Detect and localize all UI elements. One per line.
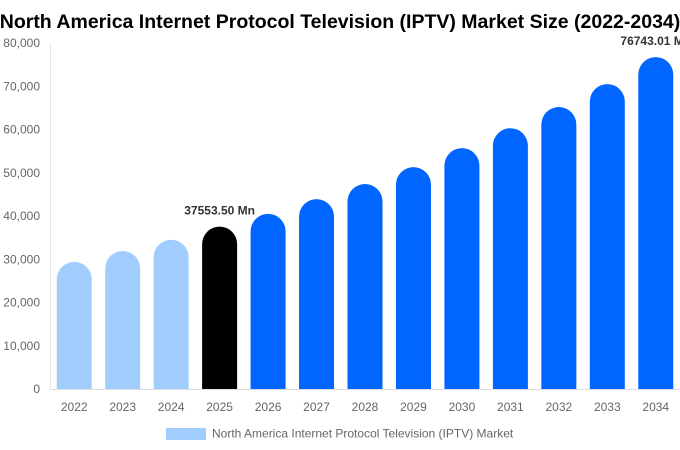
x-tick-label: 2034 (642, 400, 669, 414)
x-tick-label: 2029 (400, 400, 427, 414)
x-tick-label: 2027 (303, 400, 330, 414)
legend[interactable]: North America Internet Protocol Televisi… (166, 427, 514, 441)
y-tick-label: 50,000 (3, 166, 40, 180)
y-tick-label: 20,000 (3, 296, 40, 310)
y-tick-label: 40,000 (3, 209, 40, 223)
legend-swatch (166, 428, 206, 440)
x-tick-label: 2025 (206, 400, 233, 414)
bar-2024[interactable] (153, 239, 189, 389)
bar-2034[interactable] (638, 57, 674, 389)
y-tick-label: 30,000 (3, 252, 40, 266)
x-tick-label: 2024 (158, 400, 185, 414)
bar-2031[interactable] (492, 128, 528, 389)
y-tick-label: 80,000 (3, 36, 40, 50)
x-tick-label: 2031 (497, 400, 524, 414)
bar-2022[interactable] (56, 261, 92, 389)
bar-2023[interactable] (105, 251, 141, 389)
y-tick-label: 70,000 (3, 79, 40, 93)
bar-2025[interactable] (202, 226, 238, 389)
x-tick-label: 2022 (61, 400, 88, 414)
legend-label: North America Internet Protocol Televisi… (212, 427, 514, 441)
y-tick-label: 10,000 (3, 339, 40, 353)
bar-2026[interactable] (250, 213, 286, 389)
x-tick-label: 2028 (352, 400, 379, 414)
x-tick-label: 2026 (255, 400, 282, 414)
bar-2033[interactable] (589, 84, 625, 389)
data-label: 76743.01 Mn (620, 34, 680, 48)
bar-2032[interactable] (541, 107, 577, 389)
x-tick-label: 2033 (594, 400, 621, 414)
x-tick-label: 2030 (449, 400, 476, 414)
bar-2030[interactable] (444, 148, 480, 389)
bar-2028[interactable] (347, 183, 383, 389)
data-label: 37553.50 Mn (184, 204, 255, 218)
bar-2027[interactable] (299, 199, 335, 389)
chart-title: North America Internet Protocol Televisi… (0, 11, 680, 33)
x-tick-label: 2032 (545, 400, 572, 414)
bar-2029[interactable] (395, 167, 431, 389)
y-tick-label: 0 (33, 382, 40, 396)
x-tick-label: 2023 (109, 400, 136, 414)
y-tick-label: 60,000 (3, 123, 40, 137)
